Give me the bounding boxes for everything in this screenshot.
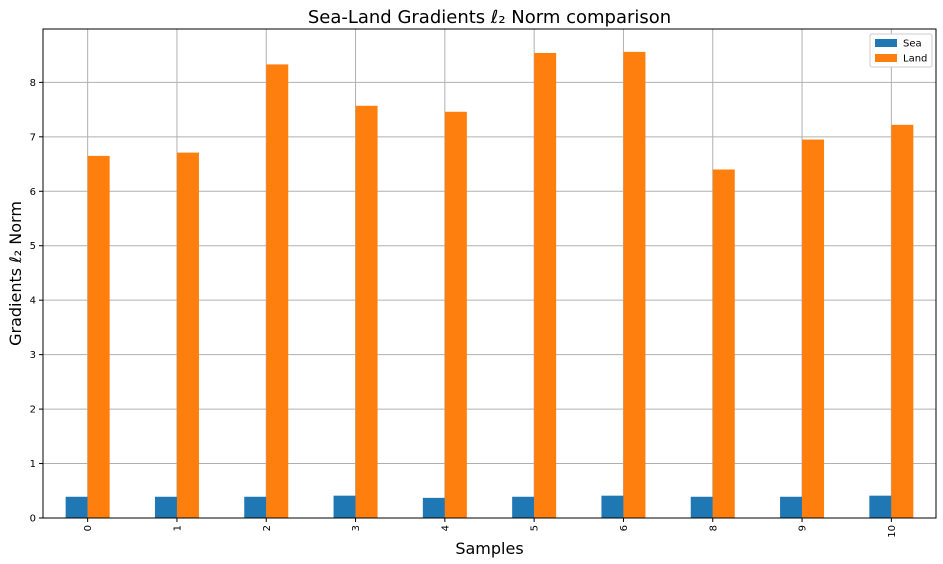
bar-sea-10 (869, 495, 892, 518)
legend: Sea Land (869, 33, 933, 68)
bar-land-3 (355, 105, 378, 518)
y-tick-label: 7 (30, 132, 36, 143)
x-tick-label: 4 (440, 525, 451, 531)
bar-land-2 (266, 64, 289, 518)
bar-sea-0 (65, 496, 88, 518)
y-tick-label: 4 (30, 296, 36, 307)
chart-title: Sea-Land Gradients ℓ₂ Norm comparison (308, 7, 671, 28)
bar-land-4 (444, 111, 467, 518)
x-tick-label: 5 (530, 525, 541, 531)
bar-sea-8 (690, 496, 713, 518)
x-tick-label: 10 (887, 525, 898, 538)
y-tick-label: 3 (30, 350, 36, 361)
y-tick-label: 0 (30, 514, 36, 525)
bar-sea-5 (512, 496, 535, 518)
x-axis-ticks: 0 1 2 3 4 5 6 8 9 10 (83, 518, 898, 538)
x-tick-label: 0 (83, 525, 94, 531)
bar-land-6 (623, 51, 646, 519)
bar-land-10 (891, 124, 914, 518)
y-tick-label: 1 (30, 459, 36, 470)
bars (65, 51, 914, 519)
x-tick-label: 3 (351, 525, 362, 531)
x-tick-label: 8 (708, 525, 719, 531)
axes-frame (42, 28, 937, 519)
bar-land-1 (176, 152, 199, 518)
legend-label-land: Land (903, 54, 927, 65)
bar-land-0 (87, 155, 110, 519)
bar-sea-2 (244, 496, 267, 518)
y-tick-label: 8 (30, 78, 36, 89)
y-tick-label: 5 (30, 241, 36, 252)
x-axis-label: Samples (455, 539, 523, 558)
bar-sea-3 (333, 495, 356, 518)
x-tick-label: 1 (172, 525, 183, 531)
y-tick-label: 6 (30, 187, 36, 198)
legend-swatch-sea (875, 39, 897, 47)
legend-label-sea: Sea (903, 39, 922, 50)
x-tick-label: 6 (619, 525, 630, 531)
y-tick-label: 2 (30, 405, 36, 416)
x-tick-label: 9 (798, 525, 809, 531)
bar-land-8 (712, 169, 735, 519)
bar-sea-6 (601, 495, 624, 518)
bar-sea-9 (780, 496, 803, 518)
y-axis-ticks: 0 1 2 3 4 5 6 7 8 (30, 78, 43, 525)
bar-sea-1 (154, 496, 177, 518)
bar-sea-4 (422, 497, 445, 518)
bar-land-9 (802, 139, 825, 519)
y-axis-label: Gradients ℓ₂ Norm (6, 201, 25, 346)
legend-swatch-land (875, 54, 897, 62)
bar-land-5 (534, 52, 557, 519)
x-tick-label: 2 (262, 525, 273, 531)
